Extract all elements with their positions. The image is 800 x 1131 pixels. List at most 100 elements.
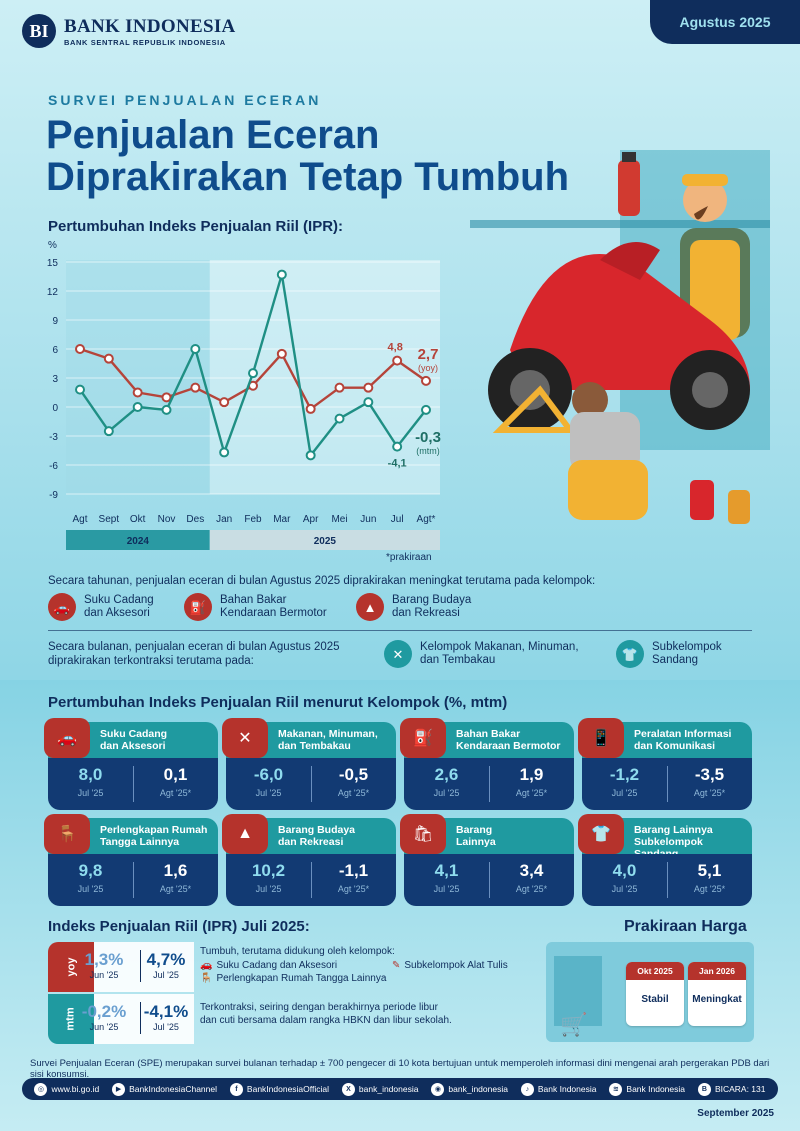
group-card-label-line2: dan Aksesori xyxy=(100,740,166,752)
group-card-divider xyxy=(311,862,312,898)
x-tick-label: Jul xyxy=(391,514,404,525)
group-card-jul-period: Jul '25 xyxy=(255,788,282,798)
y-tick-label: -6 xyxy=(49,461,58,472)
social-link-text: BankIndonesiaChannel xyxy=(129,1084,217,1094)
bicara-icon: B xyxy=(697,1082,711,1096)
x-tick-label: Agt xyxy=(72,514,87,525)
annual-item-2-line1: Bahan Bakar xyxy=(220,594,287,606)
social-link-7[interactable]: ≋ Bank Indonesia xyxy=(609,1082,685,1096)
data-point-yoy xyxy=(190,382,201,393)
social-links: ◎ www.bi.go.id ▶ BankIndonesiaChannel f BankI… xyxy=(22,1078,778,1100)
shelf-shape xyxy=(470,220,770,228)
kneeling-mechanic-head-shape xyxy=(572,382,608,418)
data-point-yoy xyxy=(363,382,374,393)
group-card-body: -6,0 -0,5 Jul '25 Agt '25* xyxy=(226,758,396,810)
mtm-jul-label: Jul '25 xyxy=(153,1022,179,1032)
y-tick-label: 3 xyxy=(52,374,58,385)
year-band-2025 xyxy=(209,530,440,550)
monthly-item-2-line1: Subkelompok xyxy=(652,641,722,653)
group-card-body: 10,2 -1,1 Jul '25 Agt '25* xyxy=(226,854,396,906)
mtm-divider xyxy=(140,1002,141,1034)
group-card-agt-period: Agt '25* xyxy=(337,788,370,798)
data-point-yoy xyxy=(219,397,230,408)
x-tick-label: Jan xyxy=(216,514,232,525)
x-tick-label: Mar xyxy=(273,514,291,525)
data-point-yoy xyxy=(161,392,172,403)
data-label-mtm-jul: -4,1 xyxy=(388,458,407,470)
footer-note: Survei Penjualan Eceran (SPE) merupakan … xyxy=(30,1058,770,1080)
price-title: Prakiraan Harga xyxy=(624,918,747,935)
price-card-jan-status: Meningkat xyxy=(692,994,742,1005)
y-axis-label: % xyxy=(48,240,57,251)
yoy-description: Tumbuh, terutama didukung oleh kelompok: xyxy=(200,946,395,957)
group-card-3: ⛽ Bahan Bakar Kendaraan Bermotor 2,6 1,9 Jul … xyxy=(400,718,574,810)
mechanic-beard-shape xyxy=(694,206,708,220)
wheel-stand-shape xyxy=(492,385,576,433)
fire-extinguisher-icon xyxy=(618,160,640,216)
tiktok-icon: ♪ xyxy=(520,1082,534,1096)
group-card-jul-value: -6,0 xyxy=(253,765,284,784)
group-card-label-line2: dan Tembakau xyxy=(278,740,351,752)
group-card-agt-period: Agt '25* xyxy=(337,884,370,894)
social-link-3[interactable]: f BankIndonesiaOfficial xyxy=(229,1082,329,1096)
shirt-icon: 👕 xyxy=(616,640,644,668)
group-card-agt-value: 1,6 xyxy=(163,861,188,880)
bank-logo[interactable]: BI BANK INDONESIA BANK SENTRAL REPUBLIK … xyxy=(22,14,236,48)
y-tick-label: 0 xyxy=(52,403,58,414)
price-card-jan: Jan 2026 Meningkat xyxy=(688,962,746,1026)
monthly-item-1-line1: Kelompok Makanan, Minuman, xyxy=(420,641,579,653)
x-tick-label: Feb xyxy=(244,514,262,525)
data-point-yoy xyxy=(334,382,345,393)
data-point-mtm xyxy=(103,426,114,437)
price-card-okt-status: Stabil xyxy=(641,994,669,1005)
group-card-agt-period: Agt '25* xyxy=(159,884,192,894)
data-point-mtm xyxy=(276,269,287,280)
oil-bottle-2-icon xyxy=(728,490,750,524)
data-point-mtm xyxy=(334,413,345,424)
group-card-agt-value: -3,5 xyxy=(694,765,725,784)
social-link-5[interactable]: ◉ bank_indonesia xyxy=(431,1082,508,1096)
mechanic-cap-shape xyxy=(682,174,728,186)
price-card-okt: Okt 2025 Stabil xyxy=(626,962,684,1026)
utensils-icon: ✕ xyxy=(222,718,268,758)
chair-icon: 🪑 xyxy=(200,973,213,984)
culture-icon: ▲ xyxy=(356,593,384,621)
data-point-yoy xyxy=(103,353,114,364)
social-link-2[interactable]: ▶ BankIndonesiaChannel xyxy=(112,1082,217,1096)
data-label-mtm-agt: -0,3 xyxy=(415,429,441,446)
data-point-yoy xyxy=(75,344,85,354)
section-divider xyxy=(48,630,752,631)
series-label-yoy: (yoy) xyxy=(418,363,438,373)
social-link-1[interactable]: ◎ www.bi.go.id xyxy=(34,1082,99,1096)
social-link-8[interactable]: B BICARA: 131 xyxy=(697,1082,766,1096)
social-link-text: BankIndonesiaOfficial xyxy=(246,1084,329,1094)
data-point-mtm xyxy=(305,450,316,461)
x-tick-label: Nov xyxy=(158,514,176,525)
group-card-jul-period: Jul '25 xyxy=(611,788,638,798)
yoy-item-1: 🚗 Suku Cadang dan Aksesori xyxy=(200,960,337,972)
social-link-text: Bank Indonesia xyxy=(537,1084,597,1094)
y-tick-label: 6 xyxy=(52,345,58,356)
group-card-divider xyxy=(133,766,134,802)
monthly-item-1: ✕ Kelompok Makanan, Minuman, dan Tembakau xyxy=(384,640,579,668)
yoy-jul-label: Jul '25 xyxy=(153,970,179,980)
group-card-label-line2: Kendaraan Bermotor xyxy=(456,740,561,752)
data-point-yoy xyxy=(132,387,143,398)
yoy-label-box: yoy xyxy=(48,942,94,992)
data-point-yoy xyxy=(305,403,316,414)
bi-logo-icon: BI xyxy=(22,14,56,48)
youtube-icon: ▶ xyxy=(112,1082,126,1096)
social-link-6[interactable]: ♪ Bank Indonesia xyxy=(520,1082,597,1096)
group-card-6: ▲ Barang Budaya dan Rekreasi 10,2 -1,1 Jul '2… xyxy=(222,814,396,906)
group-card-label-line2: Lainnya xyxy=(456,836,496,848)
data-point-mtm xyxy=(161,404,172,415)
x-tick-label: Mei xyxy=(331,514,347,525)
x-tick-label: Agt* xyxy=(417,514,436,525)
headline-line-2: Diprakirakan Tetap Tumbuh xyxy=(46,155,570,199)
spotify-icon: ≋ xyxy=(609,1082,623,1096)
monthly-item-2: 👕 Subkelompok Sandang xyxy=(616,640,722,668)
group-card-label: Bahan Bakar Kendaraan Bermotor xyxy=(456,728,572,752)
group-card-jul-period: Jul '25 xyxy=(77,788,104,798)
